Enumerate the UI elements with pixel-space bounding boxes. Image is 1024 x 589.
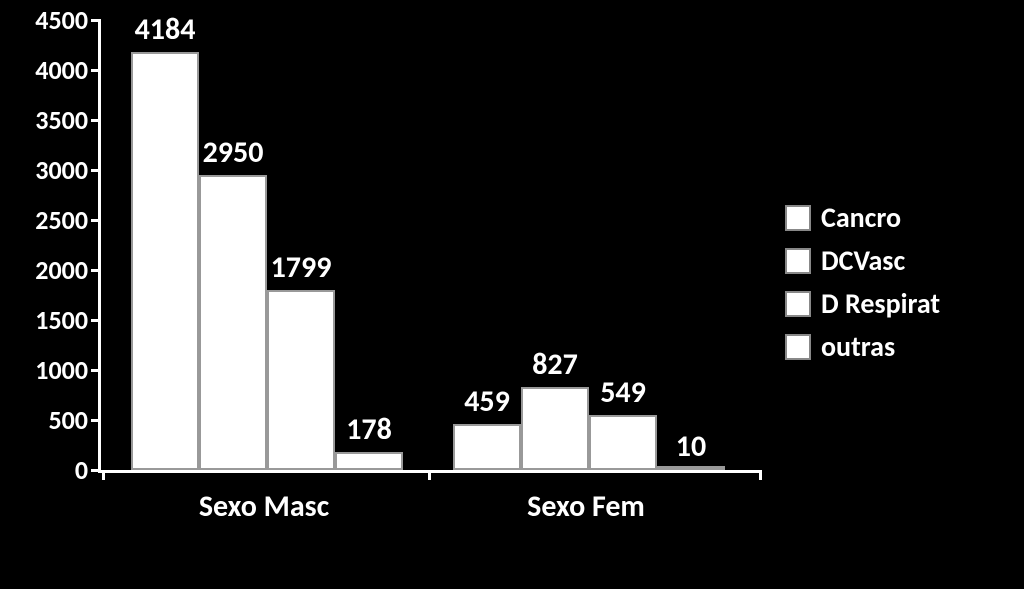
bar [131,52,199,470]
y-tick-label: 3000 [35,154,88,186]
bar [267,290,335,470]
bar [589,415,657,470]
y-tick-mark [91,69,101,72]
y-tick-label: 3500 [35,104,88,136]
x-tick-mark [102,470,105,480]
legend-label-outras: outras [821,329,895,364]
y-tick-mark [91,169,101,172]
legend-swatch [785,248,811,274]
y-tick-mark [91,269,101,272]
bar-value-label: 549 [600,374,646,411]
y-tick-label: 1000 [35,354,88,386]
bar-value-label: 2950 [203,134,264,171]
chart-container: 0 500 1000 1500 2000 2500 3000 3500 4000 4500 418… [0,0,1024,589]
y-tick-mark [91,19,101,22]
y-tick-mark [91,369,101,372]
y-tick-mark [91,419,101,422]
bar-value-label: 1799 [271,249,332,286]
bar [521,387,589,470]
legend-swatch [785,334,811,360]
bar-value-label: 827 [532,346,578,383]
y-tick-mark [91,219,101,222]
y-tick-mark [91,469,101,472]
x-tick-mark [759,470,762,480]
legend-item: Cancro [785,200,1005,235]
legend-item: DCVasc [785,243,1005,278]
bar [199,175,267,470]
plot-area: 41842950179917845982754910 [98,20,761,473]
y-tick-label: 4500 [35,4,88,36]
legend-swatch [785,291,811,317]
bar-value-label: 459 [464,383,510,420]
bar-value-label: 4184 [135,11,196,48]
y-tick-label: 0 [75,454,88,486]
legend-label-drespirat: D Respirat [821,286,940,321]
legend: Cancro DCVasc D Respirat outras [785,200,1005,372]
y-tick-label: 2000 [35,254,88,286]
x-category-label: Sexo Masc [199,488,329,525]
bar-value-label: 178 [346,411,392,448]
legend-label-cancro: Cancro [821,200,901,235]
y-tick-label: 2500 [35,204,88,236]
y-tick-mark [91,319,101,322]
x-tick-mark [428,470,431,480]
legend-item: D Respirat [785,286,1005,321]
x-category-label: Sexo Fem [527,488,645,525]
y-tick-mark [91,119,101,122]
y-tick-label: 4000 [35,54,88,86]
bar-value-label: 10 [676,428,706,465]
bar [335,452,403,470]
y-tick-label: 500 [48,404,88,436]
legend-item: outras [785,329,1005,364]
bar [453,424,521,470]
bar [657,466,725,470]
y-tick-label: 1500 [35,304,88,336]
legend-swatch [785,205,811,231]
legend-label-dcvasc: DCVasc [821,243,905,278]
y-axis: 050010001500200025003000350040004500 [0,0,98,470]
